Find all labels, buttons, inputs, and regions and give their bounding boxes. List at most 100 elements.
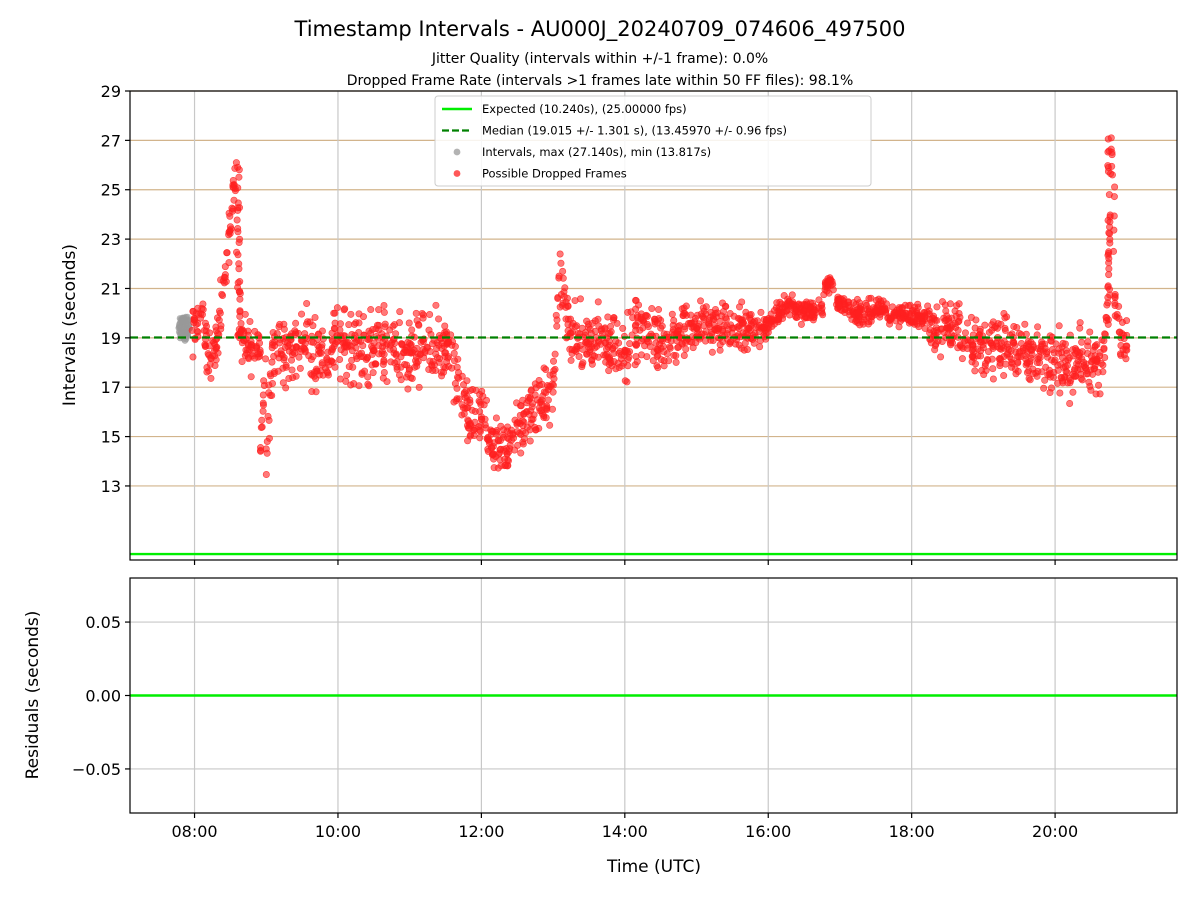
- dropped-frame-point: [519, 417, 527, 425]
- dropped-frame-point: [1104, 164, 1112, 172]
- dropped-frame-point: [282, 384, 290, 392]
- dropped-frame-point: [257, 424, 265, 432]
- dropped-frame-point: [234, 251, 242, 259]
- dropped-frame-point: [585, 344, 593, 352]
- dropped-frame-point: [517, 449, 525, 457]
- dropped-frame-point: [588, 319, 596, 327]
- dropped-frame-point: [854, 309, 862, 317]
- dropped-frame-point: [449, 338, 457, 346]
- dropped-frame-point: [551, 350, 559, 358]
- dropped-frame-point: [527, 387, 535, 395]
- dropped-frame-point: [415, 383, 423, 391]
- dropped-frame-point: [682, 302, 690, 310]
- dropped-frame-point: [194, 328, 202, 336]
- dropped-frame-point: [442, 349, 450, 357]
- dropped-frame-point: [610, 314, 618, 322]
- dropped-frame-point: [857, 303, 865, 311]
- dropped-frame-point: [262, 445, 270, 453]
- dropped-frame-point: [1040, 384, 1048, 392]
- dropped-frame-point: [933, 303, 941, 311]
- dropped-frame-point: [268, 380, 276, 388]
- dropped-frame-point: [1086, 328, 1094, 336]
- dropped-frame-point: [282, 363, 290, 371]
- dropped-frame-point: [352, 344, 360, 352]
- dropped-frame-point: [1036, 347, 1044, 355]
- dropped-frame-point: [323, 354, 331, 362]
- dropped-frame-point: [441, 322, 449, 330]
- dropped-frame-point: [211, 361, 219, 369]
- dropped-frame-point: [1099, 361, 1107, 369]
- dropped-frame-point: [489, 442, 497, 450]
- dropped-frame-point: [298, 310, 306, 318]
- dropped-frame-point: [660, 362, 668, 370]
- dropped-frame-point: [221, 263, 229, 271]
- interval-point: [184, 313, 191, 321]
- dropped-frame-point: [1010, 339, 1018, 347]
- dropped-frame-point: [1061, 340, 1069, 348]
- residuals-plot-frame: [129, 577, 1178, 814]
- dropped-frame-point: [591, 344, 599, 352]
- dropped-frame-point: [546, 421, 554, 429]
- dropped-frame-point: [481, 421, 489, 429]
- dropped-frame-point: [504, 456, 512, 464]
- dropped-frame-point: [256, 349, 264, 357]
- dropped-frame-point: [971, 367, 979, 375]
- dropped-frame-point: [955, 317, 963, 325]
- dropped-frame-point: [219, 292, 227, 300]
- dropped-frame-point: [819, 311, 827, 319]
- dropped-frame-point: [188, 326, 196, 334]
- dropped-frame-point: [567, 329, 575, 337]
- dropped-frame-point: [1105, 265, 1113, 273]
- dropped-frame-point: [1087, 366, 1095, 374]
- dropped-frame-point: [946, 300, 954, 308]
- dropped-frame-point: [1084, 342, 1092, 350]
- dropped-frame-point: [993, 324, 1001, 332]
- dropped-frame-point: [318, 361, 326, 369]
- y-axis-label-intervals: Intervals (seconds): [60, 244, 80, 406]
- dropped-frame-point: [291, 327, 299, 335]
- dropped-frame-point: [233, 216, 241, 224]
- dropped-frame-point: [768, 316, 776, 324]
- dropped-frame-point: [659, 342, 667, 350]
- dropped-frame-point: [406, 349, 414, 357]
- dropped-frame-point: [800, 314, 808, 322]
- dropped-frame-point: [1021, 351, 1029, 359]
- dropped-frame-point: [460, 381, 468, 389]
- dropped-frame-point: [216, 307, 224, 315]
- dropped-frame-point: [235, 204, 243, 212]
- dropped-frame-point: [567, 356, 575, 364]
- dropped-frame-point: [1075, 351, 1083, 359]
- dropped-frame-point: [666, 344, 674, 352]
- dropped-frame-point: [1105, 147, 1113, 155]
- dropped-frame-point: [1111, 183, 1119, 191]
- dropped-frame-point: [378, 350, 386, 358]
- dropped-frame-point: [301, 348, 309, 356]
- y-tick-label: 15: [101, 428, 121, 447]
- dropped-frame-point: [898, 315, 906, 323]
- dropped-frame-point: [217, 322, 225, 330]
- dropped-frame-point: [244, 341, 252, 349]
- dropped-frame-point: [429, 357, 437, 365]
- dropped-frame-point: [755, 328, 763, 336]
- dropped-frame-point: [280, 354, 288, 362]
- dropped-frame-point: [794, 301, 802, 309]
- dropped-frame-point: [779, 315, 787, 323]
- dropped-frame-point: [375, 306, 383, 314]
- dropped-frame-point: [405, 319, 413, 327]
- dropped-frame-point: [1065, 354, 1073, 362]
- dropped-frame-point: [632, 341, 640, 349]
- y-tick-label: 29: [101, 82, 121, 101]
- dropped-frame-point: [296, 364, 304, 372]
- dropped-frame-point: [1123, 317, 1131, 325]
- dropped-frame-point: [359, 342, 367, 350]
- dropped-frame-point: [643, 320, 651, 328]
- dropped-frame-point: [740, 346, 748, 354]
- dropped-frame-point: [532, 426, 540, 434]
- dropped-frame-point: [631, 361, 639, 369]
- dropped-frame-point: [845, 301, 853, 309]
- dropped-frame-point: [944, 321, 952, 329]
- dropped-frame-point: [379, 360, 387, 368]
- dropped-frame-point: [309, 353, 317, 361]
- dropped-frame-point: [501, 447, 509, 455]
- dropped-frame-point: [189, 353, 197, 361]
